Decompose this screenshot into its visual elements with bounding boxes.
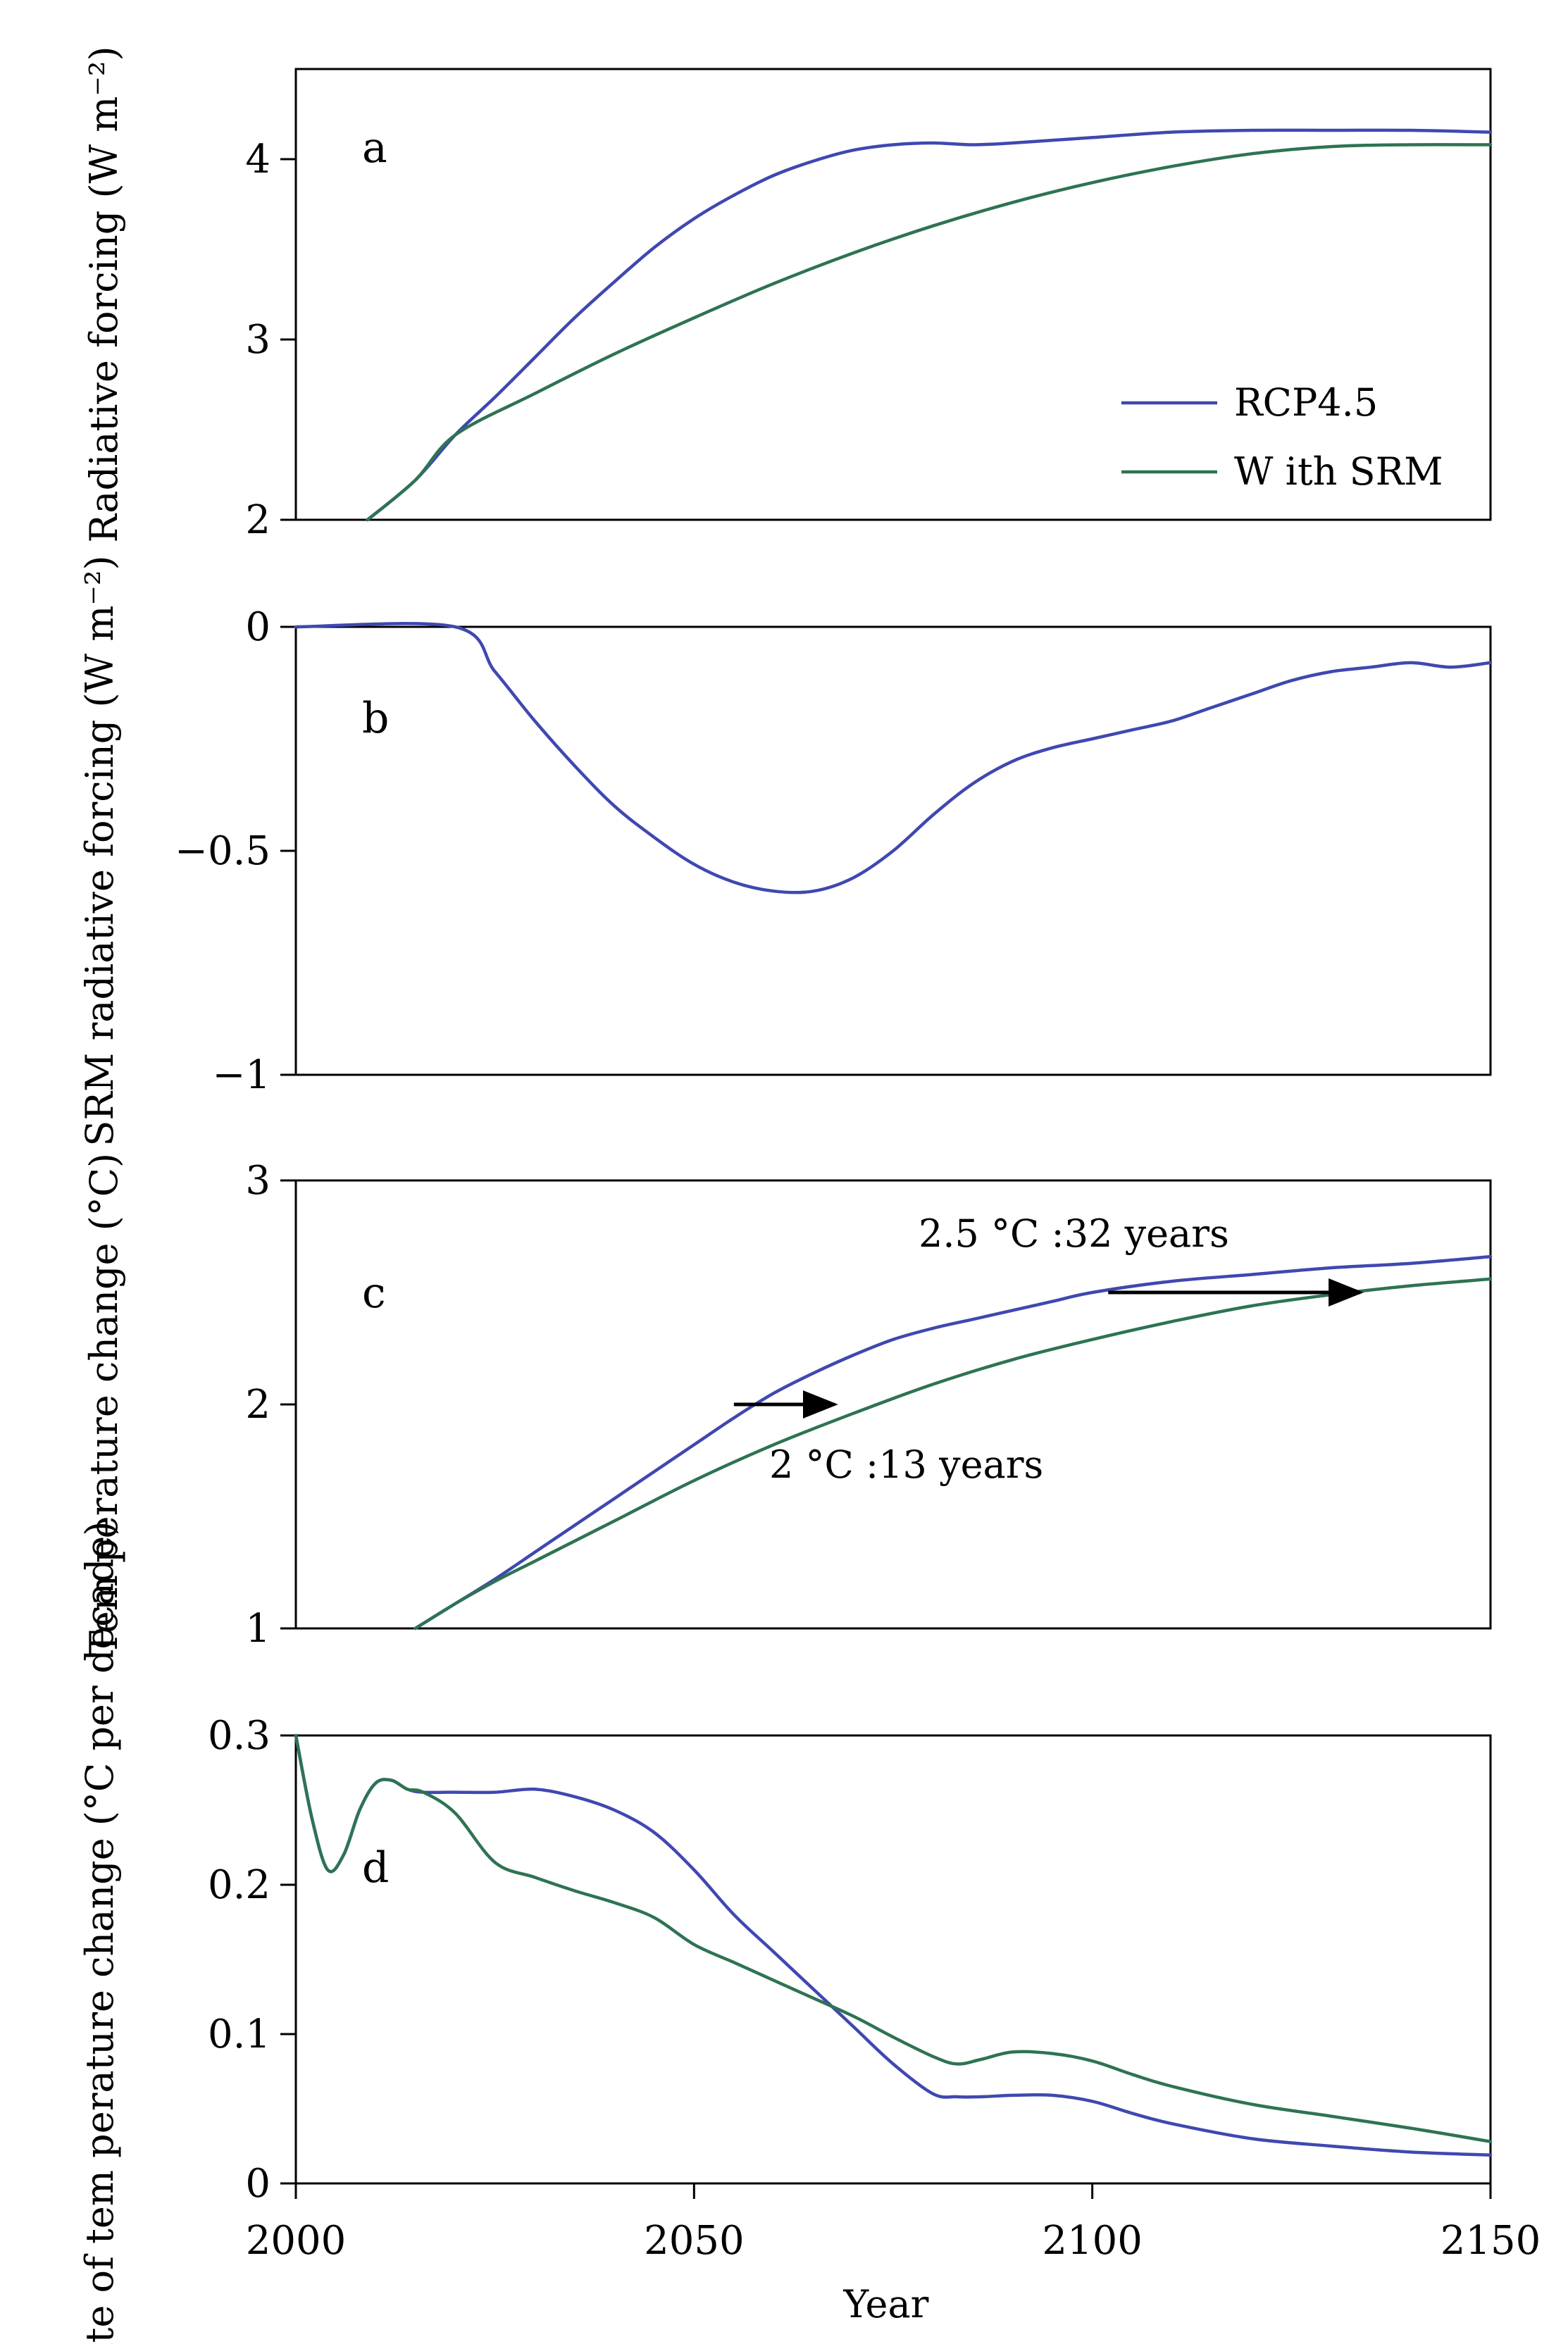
panel-a: 2 3 4 a Radiative forcing (W m⁻²) RCP4.5 W… bbox=[82, 46, 1493, 543]
panel-c-yticks: 1 2 3 bbox=[245, 1158, 296, 1652]
panel-a-series bbox=[366, 128, 1493, 522]
panel-b-series-srm bbox=[294, 622, 1493, 894]
legend: RCP4.5 W ith SRM bbox=[1121, 380, 1443, 494]
panel-d-yticks: 0 0.1 0.2 0.3 bbox=[208, 1713, 296, 2207]
panel-a-frame bbox=[294, 68, 1492, 521]
panel-c: 1 2 3 2.5 °C :32 years 2 °C :13 years c Tem… bbox=[82, 1153, 1493, 1656]
panel-d-letter: d bbox=[362, 1843, 389, 1893]
panel-d-ytick-label-3: 0.3 bbox=[208, 1713, 270, 1759]
panel-d-series bbox=[294, 1733, 1493, 2157]
panel-b-yticks: −1 −0.5 0 bbox=[175, 604, 296, 1098]
panel-b: −1 −0.5 0 b SRM radiative forcing (W m⁻²) bbox=[77, 555, 1493, 1147]
legend-label-rcp45: RCP4.5 bbox=[1234, 380, 1378, 425]
panel-d-ylabel: Rate of tem perature change (°C per deca… bbox=[77, 1521, 122, 2344]
panel-a-series-rcp4-5 bbox=[366, 128, 1493, 522]
panel-c-series-rcp4-5 bbox=[413, 1254, 1493, 1631]
panel-c-letter: c bbox=[362, 1268, 386, 1318]
panel-b-series bbox=[294, 622, 1493, 894]
x-axis-ticks: 2000 2050 2100 2150 bbox=[246, 2183, 1541, 2264]
panel-d-ytick-label-0: 0 bbox=[245, 2161, 270, 2207]
panel-a-ytick-label-0: 2 bbox=[245, 497, 270, 543]
panel-b-ytick-label-1: −0.5 bbox=[175, 828, 270, 874]
panel-c-frame bbox=[294, 1179, 1492, 1630]
panel-a-ytick-label-2: 4 bbox=[245, 137, 270, 182]
panel-d-ytick-label-1: 0.1 bbox=[208, 2012, 270, 2057]
panel-a-ytick-label-1: 3 bbox=[245, 317, 270, 363]
panel-d-frame bbox=[294, 1734, 1492, 2185]
panel-c-ytick-label-1: 2 bbox=[245, 1382, 270, 1428]
x-tick-label-3: 2150 bbox=[1441, 2218, 1541, 2264]
panel-c-ytick-label-2: 3 bbox=[245, 1158, 270, 1204]
panel-a-letter: a bbox=[362, 123, 387, 173]
panel-d-series-rcp4-5 bbox=[294, 1733, 1493, 2157]
x-tick-label-1: 2050 bbox=[644, 2218, 745, 2264]
panel-b-ytick-label-2: 0 bbox=[245, 604, 270, 650]
panel-b-letter: b bbox=[362, 694, 389, 743]
x-axis-label: Year bbox=[843, 2282, 929, 2326]
panel-a-yticks: 2 3 4 bbox=[245, 137, 296, 543]
panel-c-annotation-text-1: 2 °C :13 years bbox=[769, 1442, 1043, 1487]
legend-label-srm: W ith SRM bbox=[1234, 449, 1443, 494]
panel-c-series-w-ith-srm bbox=[413, 1277, 1493, 1631]
x-tick-label-0: 2000 bbox=[246, 2218, 347, 2264]
panel-d: 0 0.1 0.2 0.3 d Rate of tem perature change… bbox=[77, 1521, 1541, 2344]
panel-c-ylabel: Tem perature change (°C) bbox=[82, 1153, 126, 1656]
panel-d-series-w-ith-srm bbox=[294, 1733, 1493, 2143]
panel-b-ytick-label-0: −1 bbox=[212, 1052, 270, 1098]
panel-c-ytick-label-0: 1 bbox=[245, 1606, 270, 1652]
x-tick-label-2: 2100 bbox=[1042, 2218, 1143, 2264]
panel-a-series-w-ith-srm bbox=[366, 143, 1493, 522]
panel-c-series bbox=[413, 1254, 1493, 1631]
panel-c-annotations: 2.5 °C :32 years 2 °C :13 years bbox=[733, 1211, 1364, 1487]
panel-d-ytick-label-2: 0.2 bbox=[208, 1862, 270, 1908]
panel-c-annotation-text-0: 2.5 °C :32 years bbox=[919, 1211, 1229, 1256]
panel-a-ylabel: Radiative forcing (W m⁻²) bbox=[82, 46, 126, 542]
panel-b-ylabel: SRM radiative forcing (W m⁻²) bbox=[77, 555, 122, 1146]
